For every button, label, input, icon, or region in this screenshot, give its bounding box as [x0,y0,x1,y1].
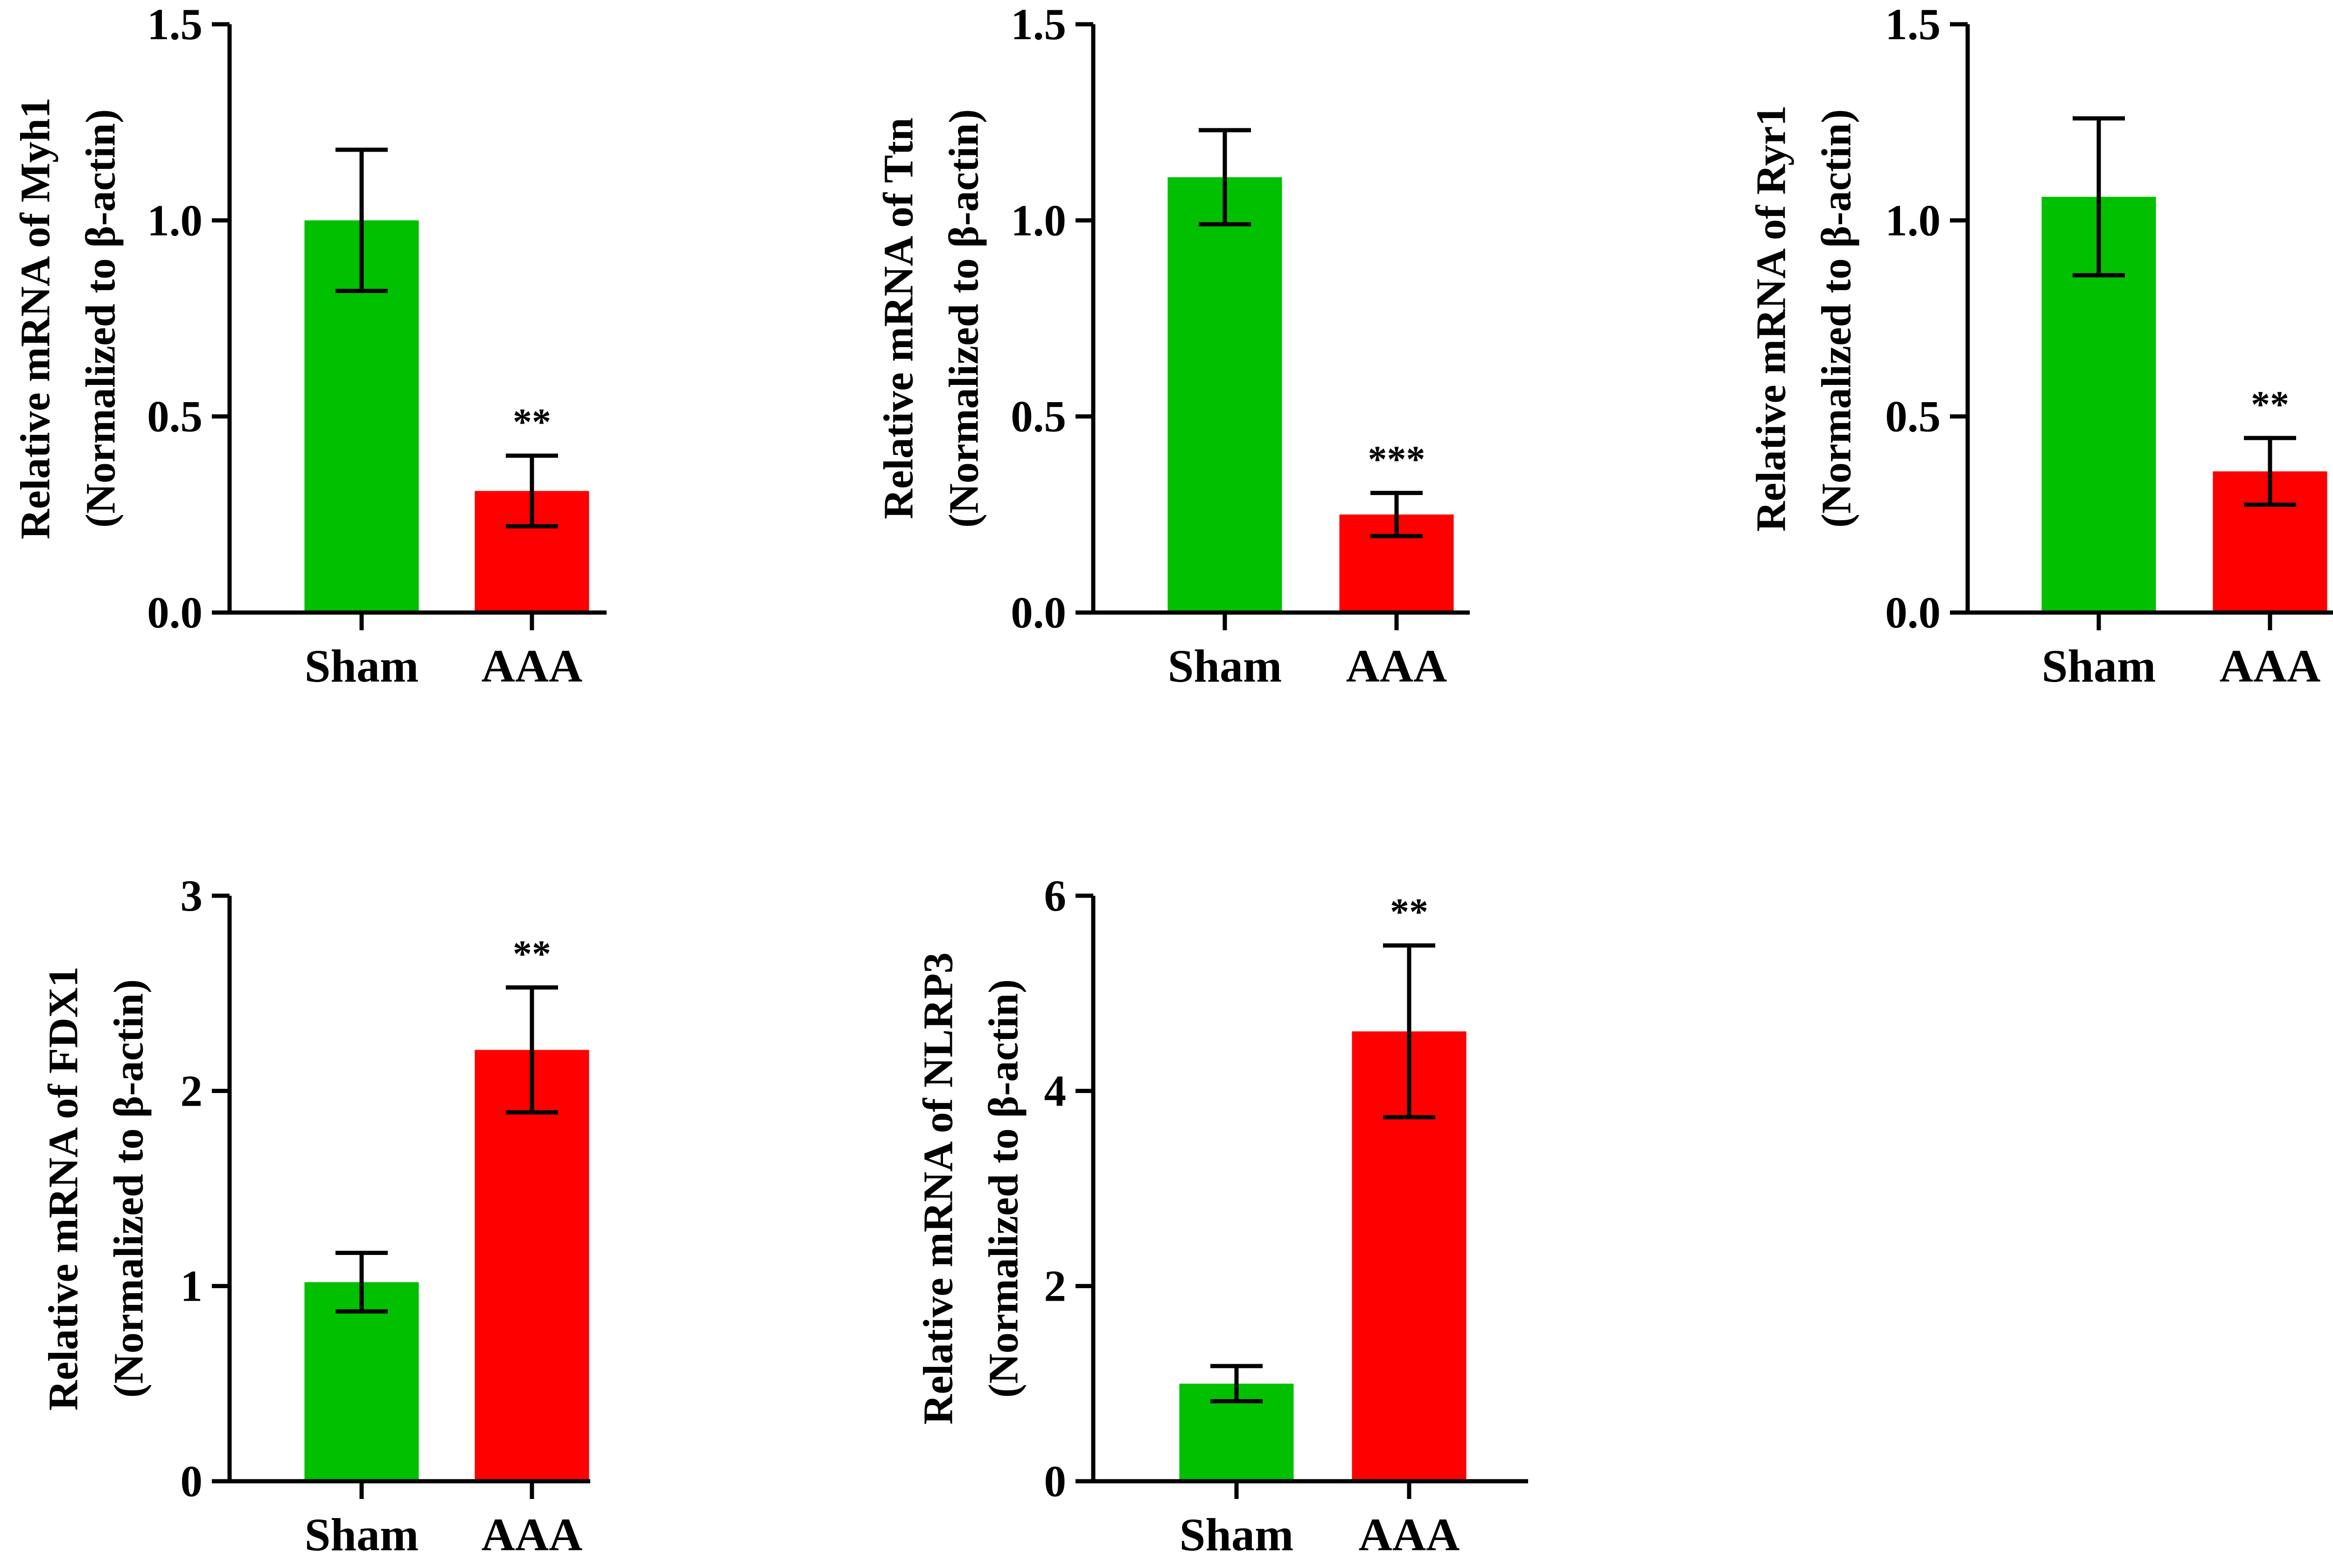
y-axis-label-line2: (Normalized to β-actin) [941,109,987,528]
y-axis-label-line1: Relative mRNA of Ryr1 [1748,105,1795,531]
chart-panel-1: Sham ** AAA 0.0 0.5 1.0 1.5 Relative mRNA of My… [13,0,607,692]
category-label: AAA [482,640,583,692]
category-label: Sham [2042,640,2156,692]
category-label: Sham [305,640,419,692]
y-tick-label: 0 [181,1456,203,1506]
category-label: Sham [1168,640,1282,692]
significance-marker: ** [2251,383,2289,425]
y-tick-label: 0.0 [1011,588,1066,637]
y-axis-label-line2: (Normalized to β-actin) [1814,109,1860,528]
bar-aaa [475,1050,589,1481]
y-tick-label: 1.0 [1011,195,1066,245]
y-tick-label: 1.5 [1885,0,1941,49]
bar-sham [304,1282,419,1481]
error-bar-aaa [506,453,558,529]
error-bar-aaa [1383,943,1435,1120]
y-tick-label: 4 [1044,1066,1067,1115]
chart-panel-2: Sham *** AAA 0.0 0.5 1.0 1.5 Relative mRNA of T… [876,0,1470,692]
significance-marker: ** [513,401,551,443]
error-bar-sham [2073,116,2125,278]
chart-panel-3: Sham ** AAA 0.0 0.5 1.0 1.5 Relative mRNA of Ry… [1748,0,2333,692]
y-tick-label: 1 [181,1261,203,1311]
error-bar-sham [335,1251,388,1314]
error-bar-sham [1210,1364,1263,1403]
y-tick-label: 1.5 [1011,0,1066,49]
category-label: AAA [1346,640,1447,692]
bar-sham [1167,177,1282,613]
y-tick-label: 6 [1044,871,1067,920]
y-axis-label-line2: (Normalized to β-actin) [106,979,152,1398]
significance-marker: *** [1368,438,1425,481]
category-label: AAA [482,1509,583,1561]
y-tick-label: 0.0 [147,588,203,637]
error-bar-aaa [1370,491,1423,538]
y-tick-label: 1.0 [147,195,203,245]
y-tick-label: 3 [181,871,203,920]
y-tick-label: 2 [1044,1261,1067,1311]
y-tick-label: 0.0 [1885,588,1941,637]
error-bar-aaa [506,985,558,1115]
y-axis-label-line1: Relative mRNA of Myh1 [13,98,59,539]
y-axis-label-line2: (Normalized to β-actin) [981,979,1027,1398]
y-tick-label: 2 [181,1066,203,1115]
y-tick-label: 1.5 [147,0,203,49]
chart-panel-4: Sham ** AAA 0 1 2 3 Relative mRNA of FDX1 (Norma… [41,871,590,1561]
error-bar-sham [335,147,388,293]
error-bar-sham [1199,128,1251,227]
y-tick-label: 0.5 [1885,392,1941,441]
y-axis-label-line1: Relative mRNA of FDX1 [41,966,87,1410]
error-bar-aaa [2244,436,2296,507]
category-label: AAA [1359,1509,1460,1561]
category-label: Sham [1180,1509,1294,1561]
y-axis-label-line1: Relative mRNA of Ttn [876,118,922,519]
y-axis-label-line1: Relative mRNA of NLRP3 [915,952,962,1424]
category-label: Sham [305,1509,419,1561]
y-tick-label: 1.0 [1885,195,1941,245]
significance-marker: ** [513,933,551,975]
y-tick-label: 0.5 [1011,392,1066,441]
y-tick-label: 0 [1044,1456,1067,1506]
chart-panel-5: Sham ** AAA 0 2 4 6 Relative mRNA of NLRP3 (Norm… [915,871,1528,1561]
y-axis-label-line2: (Normalized to β-actin) [78,109,124,528]
y-tick-label: 0.5 [147,392,203,441]
significance-marker: ** [1390,891,1428,933]
category-label: AAA [2220,640,2321,692]
